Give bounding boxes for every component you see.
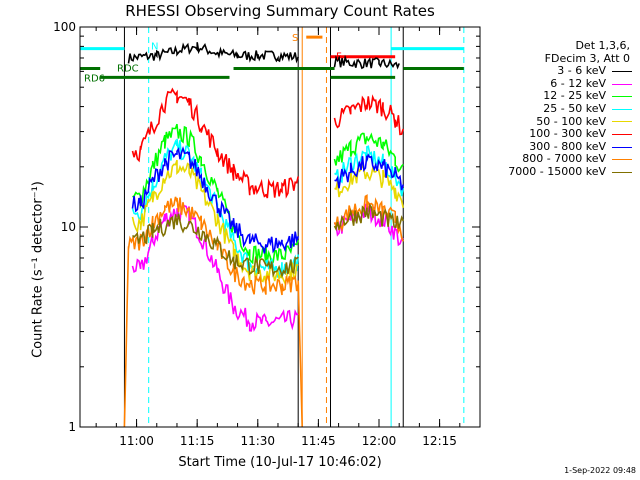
series-line [131, 87, 299, 199]
legend-swatch [612, 146, 632, 148]
y-axis-label: Count Rate (s⁻¹ detector⁻¹) [30, 181, 46, 358]
y-tick-label: 100 [53, 20, 76, 34]
legend-swatch [612, 108, 632, 110]
rdc-label: RDC [117, 64, 139, 75]
legend-entry: 300 - 800 keV [486, 139, 632, 154]
series-line [334, 153, 404, 191]
legend-swatch [612, 171, 632, 173]
legend: Det 1,3,6, FDecim 3, Att 0 3 - 6 keV 6 - … [486, 39, 632, 179]
x-tick-label: 11:30 [240, 434, 275, 448]
series-line [131, 213, 299, 279]
series-line [333, 194, 404, 242]
x-tick-label: 11:45 [301, 434, 336, 448]
legend-entry-label: 12 - 25 keV [543, 89, 606, 103]
legend-entry-label: 3 - 6 keV [557, 64, 606, 78]
legend-entry: 100 - 300 keV [486, 128, 632, 141]
legend-entry-label: 50 - 100 keV [536, 114, 606, 128]
flag-lines [80, 35, 464, 79]
series-line [131, 159, 299, 286]
legend-entry-label: 7000 - 15000 keV [508, 164, 606, 178]
legend-entry: 3 - 6 keV [486, 65, 632, 78]
legend-entry: 800 - 7000 keV [486, 153, 632, 166]
legend-swatch [612, 96, 632, 98]
series-line [333, 132, 404, 173]
x-tick-label: 11:15 [180, 434, 215, 448]
legend-entry-label: 6 - 12 keV [550, 76, 606, 90]
y-tick-label: 1 [68, 420, 76, 434]
annotation-labels: RD6 RDC S N F [84, 33, 342, 84]
legend-entry: 6 - 12 keV [486, 76, 632, 91]
x-axis-label: Start Time (10-Jul-17 10:46:02) [178, 455, 382, 470]
legend-entry: 7000 - 15000 keV [486, 164, 632, 179]
legend-swatch [612, 70, 632, 72]
series-line [333, 94, 404, 136]
y-tick-label: 10 [61, 220, 76, 234]
legend-items: 3 - 6 keV 6 - 12 keV 12 - 25 keV 25 - 50 ke… [486, 65, 632, 178]
series-line [334, 145, 404, 197]
series-line [333, 54, 400, 70]
legend-swatch [612, 159, 632, 161]
generation-timestamp: 1-Sep-2022 09:48 [564, 466, 636, 475]
series-line [131, 146, 299, 254]
legend-entry: 25 - 50 keV [486, 101, 632, 116]
data-series [123, 42, 404, 428]
series-line [132, 123, 299, 268]
chart-title: RHESSI Observing Summary Count Rates [125, 2, 435, 20]
x-tick-label: 12:00 [362, 434, 397, 448]
legend-entry-label: 800 - 7000 keV [522, 152, 606, 166]
s-label: S [292, 33, 298, 44]
legend-swatch [612, 133, 632, 135]
x-tick-label: 11:00 [119, 434, 154, 448]
plot-axes [79, 26, 481, 428]
tick-labels: 11:00 11:15 11:30 11:45 12:00 12:15 1 10 100 [53, 20, 457, 448]
rd6-label: RD6 [84, 73, 105, 84]
legend-entry: 12 - 25 keV [486, 90, 632, 103]
legend-header-line: Det 1,3,6, [575, 39, 630, 52]
legend-entry-label: 100 - 300 keV [529, 127, 606, 141]
legend-swatch [612, 83, 632, 85]
series-line [333, 203, 404, 232]
legend-header-line: FDecim 3, Att 0 [544, 51, 630, 65]
x-tick-label: 12:15 [422, 434, 457, 448]
legend-swatch [612, 121, 632, 123]
legend-entry-label: 25 - 50 keV [543, 101, 606, 115]
legend-entry-label: 300 - 800 keV [529, 139, 606, 153]
n-label: N [151, 41, 158, 52]
legend-entry: 50 - 100 keV [486, 114, 632, 129]
f-label: F [336, 52, 342, 63]
series-line [127, 42, 299, 64]
series-line [334, 162, 404, 208]
